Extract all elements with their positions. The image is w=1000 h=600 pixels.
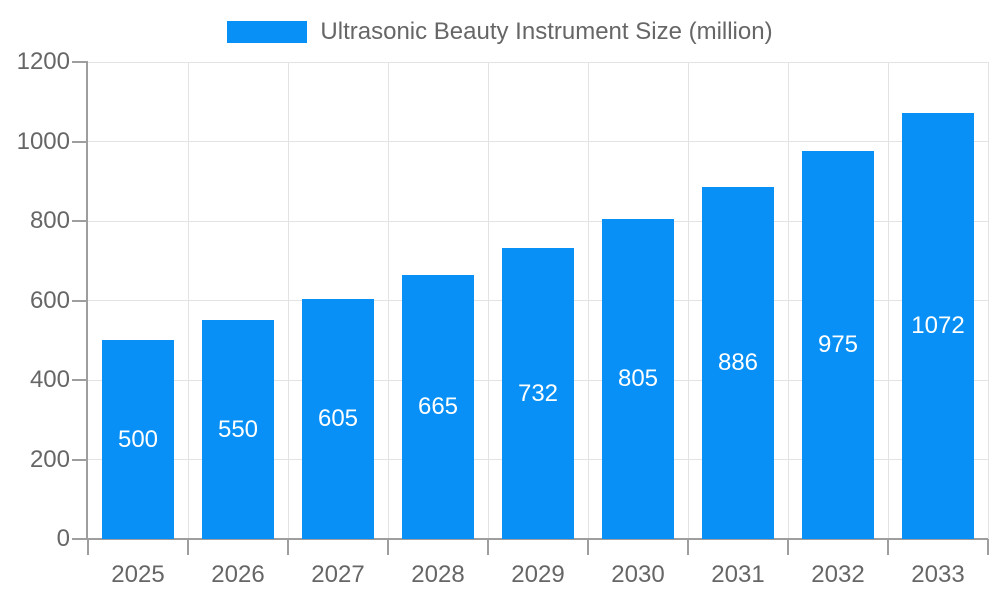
- y-axis-tick: [72, 140, 88, 143]
- x-axis-label: 2028: [411, 561, 465, 588]
- bar-value-label: 805: [617, 364, 659, 392]
- x-axis-tick: [87, 539, 89, 555]
- x-gridline: [387, 62, 389, 539]
- x-axis-tick: [587, 539, 589, 555]
- y-axis-tick: [72, 61, 88, 63]
- x-axis-label: 2033: [911, 561, 965, 588]
- bar-value-label: 550: [217, 415, 259, 443]
- x-gridline: [187, 62, 189, 539]
- y-axis-line: [86, 62, 88, 539]
- x-axis-label: 2032: [811, 561, 865, 588]
- y-axis-label: 600: [29, 286, 70, 314]
- x-gridline: [787, 62, 789, 539]
- x-axis-tick: [887, 539, 889, 555]
- bar-value-label: 605: [317, 404, 359, 432]
- x-axis-tick: [387, 539, 389, 555]
- bar-value-label: 886: [717, 348, 759, 376]
- x-axis-line: [86, 538, 988, 540]
- bar[interactable]: 732: [502, 248, 574, 539]
- x-axis-tick: [787, 539, 789, 555]
- bar[interactable]: 605: [302, 298, 374, 539]
- x-axis-label: 2025: [111, 561, 165, 588]
- y-axis-label: 800: [29, 207, 70, 234]
- bar-value-label: 665: [417, 392, 459, 420]
- x-axis-tick: [987, 539, 989, 555]
- y-axis-tick: [72, 538, 88, 540]
- y-gridline: [88, 220, 988, 222]
- x-axis-tick: [487, 539, 489, 555]
- bar[interactable]: 975: [802, 151, 874, 539]
- y-axis-label: 0: [56, 525, 70, 552]
- bar[interactable]: 1072: [902, 112, 974, 539]
- x-gridline: [287, 62, 289, 539]
- y-axis-tick: [72, 220, 88, 222]
- x-gridline: [987, 62, 989, 539]
- y-axis-tick: [72, 458, 88, 461]
- y-axis-label: 400: [29, 366, 70, 393]
- x-gridline: [487, 62, 489, 539]
- x-gridline: [587, 62, 589, 539]
- bar-value-label: 1072: [911, 311, 965, 339]
- y-gridline: [88, 141, 988, 142]
- y-axis-label: 200: [29, 445, 70, 473]
- x-axis-tick: [187, 539, 189, 555]
- y-axis-label: 1200: [16, 48, 70, 75]
- x-axis-label: 2029: [511, 561, 565, 588]
- bar[interactable]: 886: [702, 186, 774, 539]
- x-axis-label: 2030: [611, 561, 665, 588]
- bar-value-label: 500: [117, 425, 159, 453]
- x-axis-label: 2027: [311, 561, 365, 588]
- x-axis-tick: [287, 539, 289, 555]
- legend-item[interactable]: Ultrasonic Beauty Instrument Size (milli…: [0, 18, 1000, 46]
- y-axis-label: 1000: [16, 127, 70, 155]
- x-gridline: [887, 62, 889, 539]
- bar-value-label: 732: [517, 379, 559, 407]
- x-axis-label: 2026: [211, 561, 265, 588]
- y-axis-tick: [72, 379, 88, 381]
- y-gridline: [88, 61, 988, 63]
- bar-value-label: 975: [817, 331, 859, 359]
- bar[interactable]: 500: [102, 340, 174, 539]
- bar[interactable]: 550: [202, 320, 274, 539]
- x-gridline: [687, 62, 689, 539]
- bar[interactable]: 805: [602, 219, 674, 539]
- legend-swatch: [227, 21, 308, 43]
- x-axis-label: 2031: [711, 561, 765, 588]
- bar[interactable]: 665: [402, 274, 474, 539]
- x-axis-tick: [687, 539, 689, 555]
- legend-label: Ultrasonic Beauty Instrument Size (milli…: [320, 18, 773, 45]
- y-axis-tick: [72, 299, 88, 302]
